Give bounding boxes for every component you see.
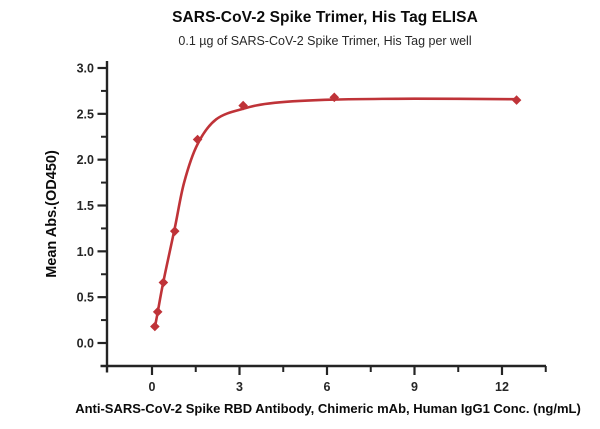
chart-subtitle: 0.1 µg of SARS-CoV-2 Spike Trimer, His T… (178, 34, 472, 48)
data-point-marker (152, 307, 163, 317)
y-tick-label: 0.5 (77, 291, 94, 305)
y-tick-label: 1.5 (77, 199, 94, 213)
data-point-marker (329, 92, 340, 103)
y-tick-label: 2.0 (77, 153, 94, 167)
fit-curve (153, 97, 518, 329)
x-axis-label: Anti-SARS-CoV-2 Spike RBD Antibody, Chim… (75, 401, 581, 416)
data-point-marker (150, 321, 160, 332)
x-tick-label: 3 (236, 380, 243, 394)
x-tick-label: 6 (324, 380, 331, 394)
data-point-marker (192, 134, 203, 145)
data-point-marker (169, 226, 180, 236)
x-tick-label: 9 (411, 380, 418, 394)
data-point-marker (158, 277, 169, 288)
x-tick-label: 0 (149, 380, 156, 394)
y-tick-label: 2.5 (77, 107, 94, 121)
chart-title: SARS-CoV-2 Spike Trimer, His Tag ELISA (172, 9, 478, 26)
x-tick-label: 12 (495, 380, 509, 394)
data-point-marker (511, 95, 522, 105)
y-tick-label: 0.0 (77, 337, 94, 351)
y-tick-label: 1.0 (77, 245, 94, 259)
data-point-marker (238, 100, 248, 111)
y-tick-label: 3.0 (77, 61, 94, 75)
